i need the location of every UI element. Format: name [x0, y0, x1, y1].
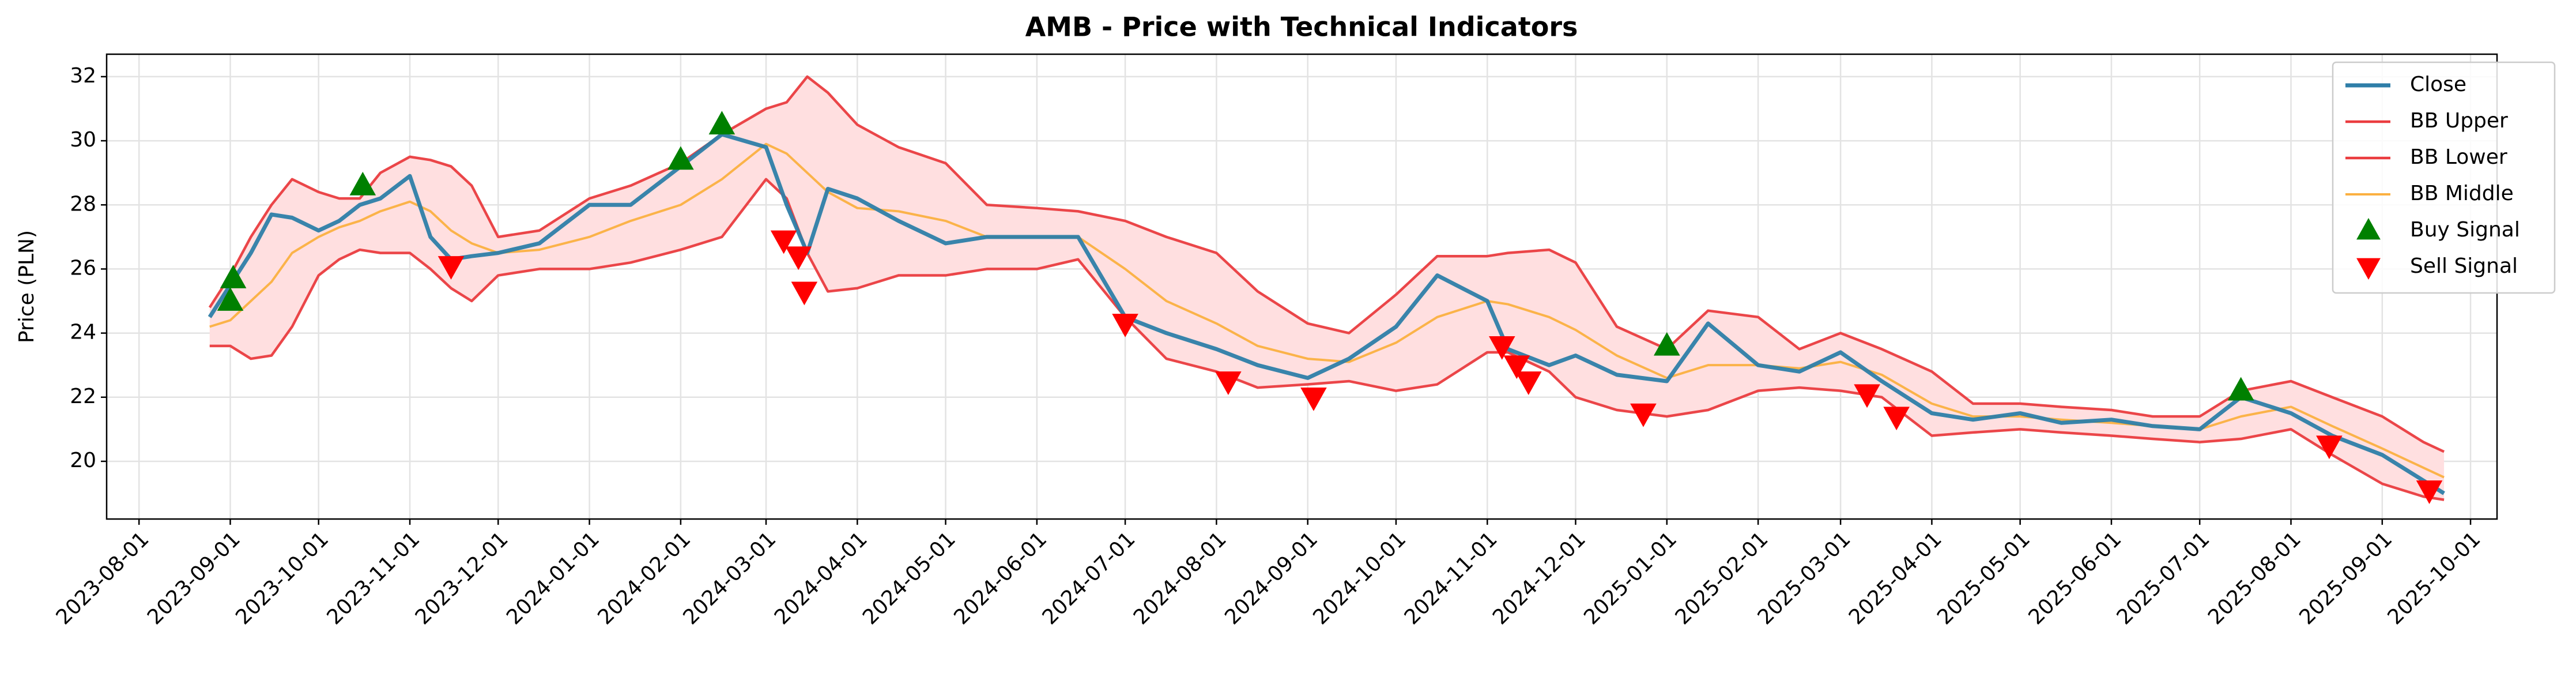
x-tick-label: 2023-08-01	[52, 527, 154, 629]
x-tick-label: 2024-12-01	[1488, 527, 1590, 629]
series-line	[209, 178, 2445, 501]
signal-marker	[791, 281, 818, 306]
signal-marker	[1503, 355, 1530, 379]
x-tick-label: 2024-03-01	[679, 527, 781, 629]
x-tick-label: 2024-05-01	[858, 527, 960, 629]
y-tick-label: 26	[70, 256, 96, 280]
signal-marker	[2416, 480, 2443, 504]
x-tick-label: 2023-12-01	[411, 527, 513, 629]
x-tick-label: 2024-11-01	[1400, 527, 1502, 629]
x-tick-label: 2024-08-01	[1129, 527, 1231, 629]
x-tick-label: 2025-06-01	[2024, 527, 2126, 629]
signal-marker	[667, 146, 694, 170]
signal-marker	[1300, 387, 1327, 411]
signal-marker	[1112, 314, 1138, 337]
legend-label: Buy Signal	[2410, 218, 2520, 242]
signal-marker	[1488, 336, 1515, 360]
x-tick-label: 2023-11-01	[323, 527, 425, 629]
signal-marker	[1854, 384, 1880, 408]
x-tick-label: 2023-10-01	[231, 527, 333, 629]
signal-marker	[785, 246, 812, 270]
legend-marker	[2356, 218, 2381, 240]
x-tick-label: 2025-09-01	[2295, 527, 2397, 629]
y-tick-label: 24	[70, 321, 96, 344]
x-tick-label: 2024-01-01	[502, 527, 604, 629]
series-line	[209, 142, 2445, 479]
x-tick-label: 2025-10-01	[2383, 527, 2486, 629]
series-line	[208, 132, 2445, 495]
x-tick-label: 2024-09-01	[1220, 527, 1322, 629]
signal-marker	[2316, 435, 2343, 460]
x-tick-label: 2024-06-01	[949, 527, 1051, 629]
y-tick-label: 32	[70, 64, 96, 88]
x-tick-label: 2024-10-01	[1308, 527, 1410, 629]
band-fill	[209, 76, 2445, 500]
legend-label: Sell Signal	[2410, 254, 2518, 278]
signal-marker	[349, 171, 376, 195]
x-tick-label: 2025-07-01	[2113, 527, 2215, 629]
signal-marker	[1653, 332, 1680, 356]
x-tick-label: 2025-01-01	[1579, 527, 1681, 629]
signal-marker	[437, 256, 465, 280]
x-tick-label: 2025-04-01	[1845, 527, 1947, 629]
signal-marker	[2227, 377, 2254, 401]
x-tick-label: 2023-09-01	[143, 527, 245, 629]
legend-label: Close	[2410, 73, 2466, 96]
signal-marker	[1215, 371, 1242, 395]
x-tick-label: 2024-07-01	[1038, 527, 1140, 629]
legend-label: BB Middle	[2410, 182, 2514, 205]
legend-label: BB Upper	[2410, 109, 2508, 133]
legend-marker	[2356, 258, 2381, 280]
x-tick-label: 2025-05-01	[1933, 527, 2035, 629]
series-line	[208, 75, 2445, 453]
signal-marker	[708, 111, 736, 135]
y-tick-label: 28	[70, 192, 96, 216]
signal-marker	[1883, 407, 1910, 431]
legend-label: BB Lower	[2410, 145, 2507, 169]
signal-marker	[217, 287, 244, 311]
y-tick-label: 30	[70, 128, 96, 152]
legend-box	[2332, 61, 2556, 294]
y-tick-label: 20	[70, 449, 96, 472]
y-axis-label: Price (PLN)	[15, 230, 39, 343]
chart-title: AMB - Price with Technical Indicators	[1025, 12, 1578, 43]
x-tick-label: 2024-04-01	[770, 527, 872, 629]
signal-marker	[770, 230, 797, 254]
x-tick-label: 2025-08-01	[2204, 527, 2306, 629]
signal-marker	[220, 265, 247, 288]
y-tick-label: 22	[70, 385, 96, 408]
signal-marker	[1515, 371, 1542, 395]
signal-marker	[1630, 403, 1657, 427]
